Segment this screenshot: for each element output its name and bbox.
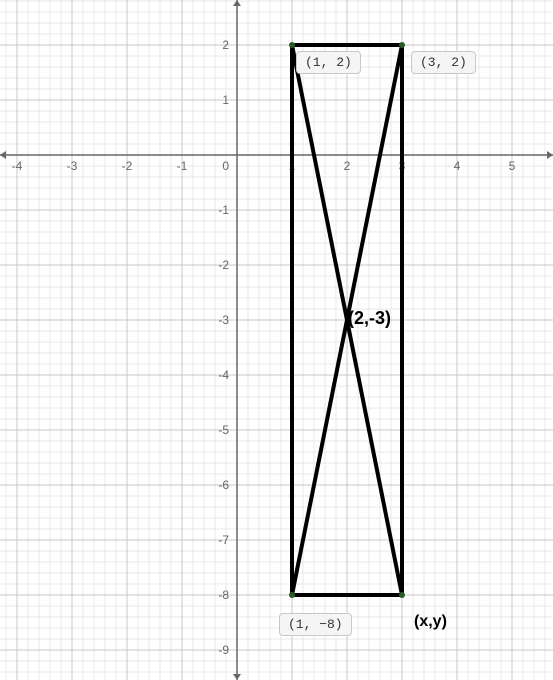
svg-text:4: 4 (454, 159, 461, 173)
svg-text:-6: -6 (218, 478, 229, 492)
svg-text:-5: -5 (218, 423, 229, 437)
point-label-tl: (1, 2) (296, 51, 361, 74)
svg-text:-2: -2 (218, 258, 229, 272)
svg-text:-1: -1 (177, 159, 188, 173)
svg-text:-4: -4 (218, 368, 229, 382)
svg-text:2: 2 (222, 38, 229, 52)
svg-text:-4: -4 (12, 159, 23, 173)
svg-text:-1: -1 (218, 203, 229, 217)
svg-text:1: 1 (222, 93, 229, 107)
svg-text:0: 0 (222, 159, 229, 173)
svg-text:-3: -3 (67, 159, 78, 173)
svg-text:-7: -7 (218, 533, 229, 547)
svg-text:5: 5 (509, 159, 516, 173)
svg-text:2: 2 (344, 159, 351, 173)
chart-svg: -4-3-2-11234521-1-2-3-4-5-6-7-8-90 (0, 0, 553, 680)
intersection-label: (2,-3) (348, 308, 391, 329)
svg-text:-2: -2 (122, 159, 133, 173)
point-label-bl: (1, −8) (279, 613, 352, 636)
svg-text:-8: -8 (218, 588, 229, 602)
svg-text:-9: -9 (218, 643, 229, 657)
coordinate-chart: -4-3-2-11234521-1-2-3-4-5-6-7-8-90 (1, 2… (0, 0, 553, 680)
point-label-br: (x,y) (414, 613, 447, 631)
svg-text:-3: -3 (218, 313, 229, 327)
point-label-tr: (3, 2) (411, 51, 476, 74)
